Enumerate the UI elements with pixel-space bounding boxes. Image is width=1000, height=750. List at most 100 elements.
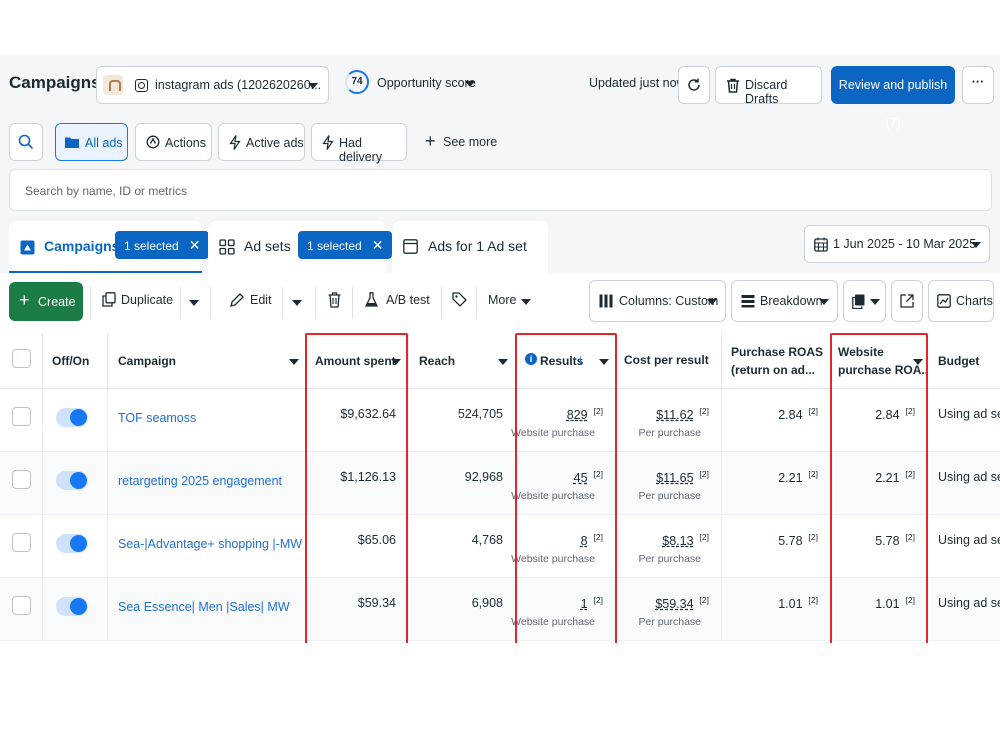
chevron-down-icon[interactable] [913, 359, 923, 365]
chevron-down-icon[interactable] [599, 359, 609, 365]
chevron-down-icon[interactable] [292, 300, 302, 306]
actions-icon [146, 135, 160, 149]
row-checkbox[interactable] [12, 596, 31, 615]
filter-active-ads[interactable]: Active ads [218, 123, 305, 161]
chevron-down-icon[interactable] [189, 300, 199, 306]
close-icon[interactable]: ✕ [188, 237, 201, 253]
columns-button[interactable]: Columns: Custom [589, 280, 726, 322]
ab-test-button[interactable]: A/B test [362, 289, 432, 315]
close-icon[interactable]: ✕ [371, 237, 384, 253]
page-title: Campaigns [9, 73, 101, 92]
reports-button[interactable] [843, 280, 886, 322]
row-select-cell [0, 389, 43, 452]
row-checkbox[interactable] [12, 533, 31, 552]
edit-button[interactable]: Edit [228, 289, 276, 315]
discard-drafts-button[interactable]: Discard Drafts [715, 66, 822, 106]
on-off-toggle[interactable] [56, 597, 88, 616]
opportunity-score-label[interactable]: Opportunity score [377, 76, 476, 90]
duplicate-button[interactable]: Duplicate [99, 289, 177, 315]
search-toggle-button[interactable] [9, 123, 43, 161]
row-checkbox[interactable] [12, 407, 31, 426]
results-value[interactable]: 1 [580, 597, 588, 611]
footnote-marker: [2] [905, 406, 915, 416]
select-all-checkbox[interactable] [12, 349, 31, 368]
cost-per-result-value[interactable]: $59.34 [655, 597, 694, 611]
header-budget[interactable]: Budget [928, 333, 1000, 389]
more-options-button[interactable]: ··· [962, 66, 994, 104]
account-select[interactable]: instagram ads (1202620260... [96, 66, 329, 104]
lightning-icon [322, 135, 334, 150]
chevron-down-icon[interactable] [465, 81, 475, 87]
discard-drafts-label: Discard Drafts [745, 78, 788, 106]
export-button[interactable] [891, 280, 923, 322]
purchase-roas-value: 2.84 [778, 408, 803, 422]
chevron-down-icon[interactable] [289, 359, 299, 365]
table-row[interactable]: TOF seamoss $9,632.64 524,705 829 [2] Website… [0, 389, 1000, 452]
website-roas-value: 1.01 [875, 597, 900, 611]
cost-per-result-value[interactable]: $11.65 [656, 471, 694, 485]
header-off-on[interactable]: Off/On [43, 333, 108, 389]
on-off-toggle[interactable] [56, 408, 88, 427]
search-icon [18, 134, 34, 150]
delete-button[interactable] [325, 287, 345, 315]
header-cost-per-result[interactable]: Cost per result [616, 333, 722, 389]
refresh-button[interactable] [678, 66, 710, 104]
sort-descending-icon[interactable]: ↓ [577, 351, 584, 367]
breakdown-button[interactable]: Breakdown [731, 280, 838, 322]
filter-had-delivery[interactable]: Had delivery [311, 123, 407, 164]
create-button[interactable]: + Create [9, 282, 83, 321]
on-off-toggle[interactable] [56, 534, 88, 553]
header-amount-spent[interactable]: Amount spent [306, 333, 409, 389]
footnote-marker: [2] [905, 595, 915, 605]
header-website-purchase-roas[interactable]: Website purchase ROA... [831, 333, 931, 389]
review-publish-button[interactable]: Review and publish (7) [831, 66, 955, 130]
table-row[interactable]: retargeting 2025 engagement $1,126.13 92,9… [0, 452, 1000, 515]
campaign-cell: TOF seamoss [108, 389, 306, 452]
header-results[interactable]: i Results ↓ [516, 333, 616, 389]
tag-button[interactable] [450, 289, 470, 315]
calendar-icon [814, 237, 828, 252]
table-row[interactable]: Sea Essence| Men |Sales| MW $59.34 6,908 1 [… [0, 578, 1000, 641]
more-actions-button[interactable]: More [488, 289, 536, 315]
row-checkbox[interactable] [12, 470, 31, 489]
filter-actions[interactable]: Actions [135, 123, 212, 161]
search-input[interactable]: Search by name, ID or metrics [9, 169, 992, 211]
tab-campaigns[interactable]: Campaigns 1 selected ✕ [9, 221, 210, 273]
tag-icon [452, 292, 467, 307]
header-select-all [0, 333, 43, 389]
ad-sets-selected-pill[interactable]: 1 selected ✕ [298, 231, 393, 259]
campaign-name-link[interactable]: retargeting 2025 engagement [118, 474, 283, 488]
tab-ads[interactable]: Ads for 1 Ad set [392, 221, 548, 273]
results-value[interactable]: 8 [580, 534, 588, 548]
tab-ad-sets[interactable]: Ad sets 1 selected ✕ [208, 221, 393, 273]
results-value[interactable]: 45 [573, 471, 588, 485]
charts-button[interactable]: Charts [928, 280, 994, 322]
results-value[interactable]: 829 [566, 408, 588, 422]
opportunity-score-ring[interactable]: 74 [345, 70, 369, 94]
table-row[interactable]: Sea-|Advantage+ shopping |-MW $65.06 4,768… [0, 515, 1000, 578]
chevron-down-icon[interactable] [498, 359, 508, 365]
header-purchase-roas[interactable]: Purchase ROAS (return on ad... [722, 333, 831, 389]
campaigns-selected-pill[interactable]: 1 selected ✕ [115, 231, 210, 259]
chevron-down-icon[interactable] [391, 359, 401, 365]
tab-ad-sets-label: Ad sets [244, 238, 291, 254]
filter-all-ads[interactable]: All ads [55, 123, 128, 161]
date-range-picker[interactable]: 1 Jun 2025 - 10 Mar 2025 [804, 225, 990, 263]
header-budget-label: Budget [938, 354, 980, 368]
website-roas-value: 2.21 [875, 471, 900, 485]
website-roas-value: 5.78 [875, 534, 900, 548]
info-icon[interactable]: i [525, 353, 537, 365]
campaign-name-link[interactable]: TOF seamoss [118, 411, 197, 425]
campaign-name-link[interactable]: Sea-|Advantage+ shopping |-MW [118, 537, 303, 551]
cost-per-result-value[interactable]: $11.62 [656, 408, 694, 422]
header-campaign[interactable]: Campaign [108, 333, 306, 389]
campaign-name-link[interactable]: Sea Essence| Men |Sales| MW [118, 600, 290, 614]
purchase-roas-cell: 1.01 [2] [722, 578, 831, 641]
chart-icon [937, 294, 951, 308]
trash-icon [328, 292, 341, 308]
header-reach[interactable]: Reach [409, 333, 516, 389]
see-more-filters[interactable]: + See more [420, 123, 500, 161]
on-off-toggle[interactable] [56, 471, 88, 490]
cost-per-result-value[interactable]: $8.13 [662, 534, 694, 548]
header-cost-per-result-label: Cost per result [624, 353, 709, 367]
